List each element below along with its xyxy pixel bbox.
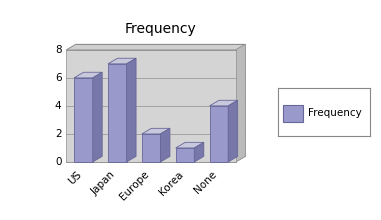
Polygon shape xyxy=(76,44,245,156)
Polygon shape xyxy=(108,64,126,162)
Polygon shape xyxy=(210,100,238,106)
Polygon shape xyxy=(66,156,245,162)
Polygon shape xyxy=(210,106,228,162)
Polygon shape xyxy=(142,134,160,162)
Text: Japan: Japan xyxy=(90,169,117,196)
FancyBboxPatch shape xyxy=(283,105,303,122)
Text: Korea: Korea xyxy=(157,169,185,197)
Polygon shape xyxy=(228,100,238,162)
Text: Frequency: Frequency xyxy=(124,22,196,36)
Text: None: None xyxy=(193,169,219,195)
Polygon shape xyxy=(194,142,204,162)
Polygon shape xyxy=(142,128,170,134)
Polygon shape xyxy=(93,72,102,162)
Text: Europe: Europe xyxy=(118,169,151,202)
Text: 4: 4 xyxy=(55,101,61,111)
Text: 2: 2 xyxy=(55,129,61,139)
Polygon shape xyxy=(66,50,236,162)
Text: 6: 6 xyxy=(55,73,61,83)
Polygon shape xyxy=(74,72,102,78)
Text: US: US xyxy=(66,169,83,186)
Polygon shape xyxy=(160,128,170,162)
Polygon shape xyxy=(108,58,136,64)
Text: 0: 0 xyxy=(55,157,61,167)
Polygon shape xyxy=(236,44,245,162)
Text: 8: 8 xyxy=(55,45,61,55)
Polygon shape xyxy=(126,58,136,162)
Polygon shape xyxy=(74,78,93,162)
Text: Frequency: Frequency xyxy=(308,108,362,118)
Polygon shape xyxy=(176,142,204,148)
Polygon shape xyxy=(176,148,194,162)
Polygon shape xyxy=(66,44,245,50)
